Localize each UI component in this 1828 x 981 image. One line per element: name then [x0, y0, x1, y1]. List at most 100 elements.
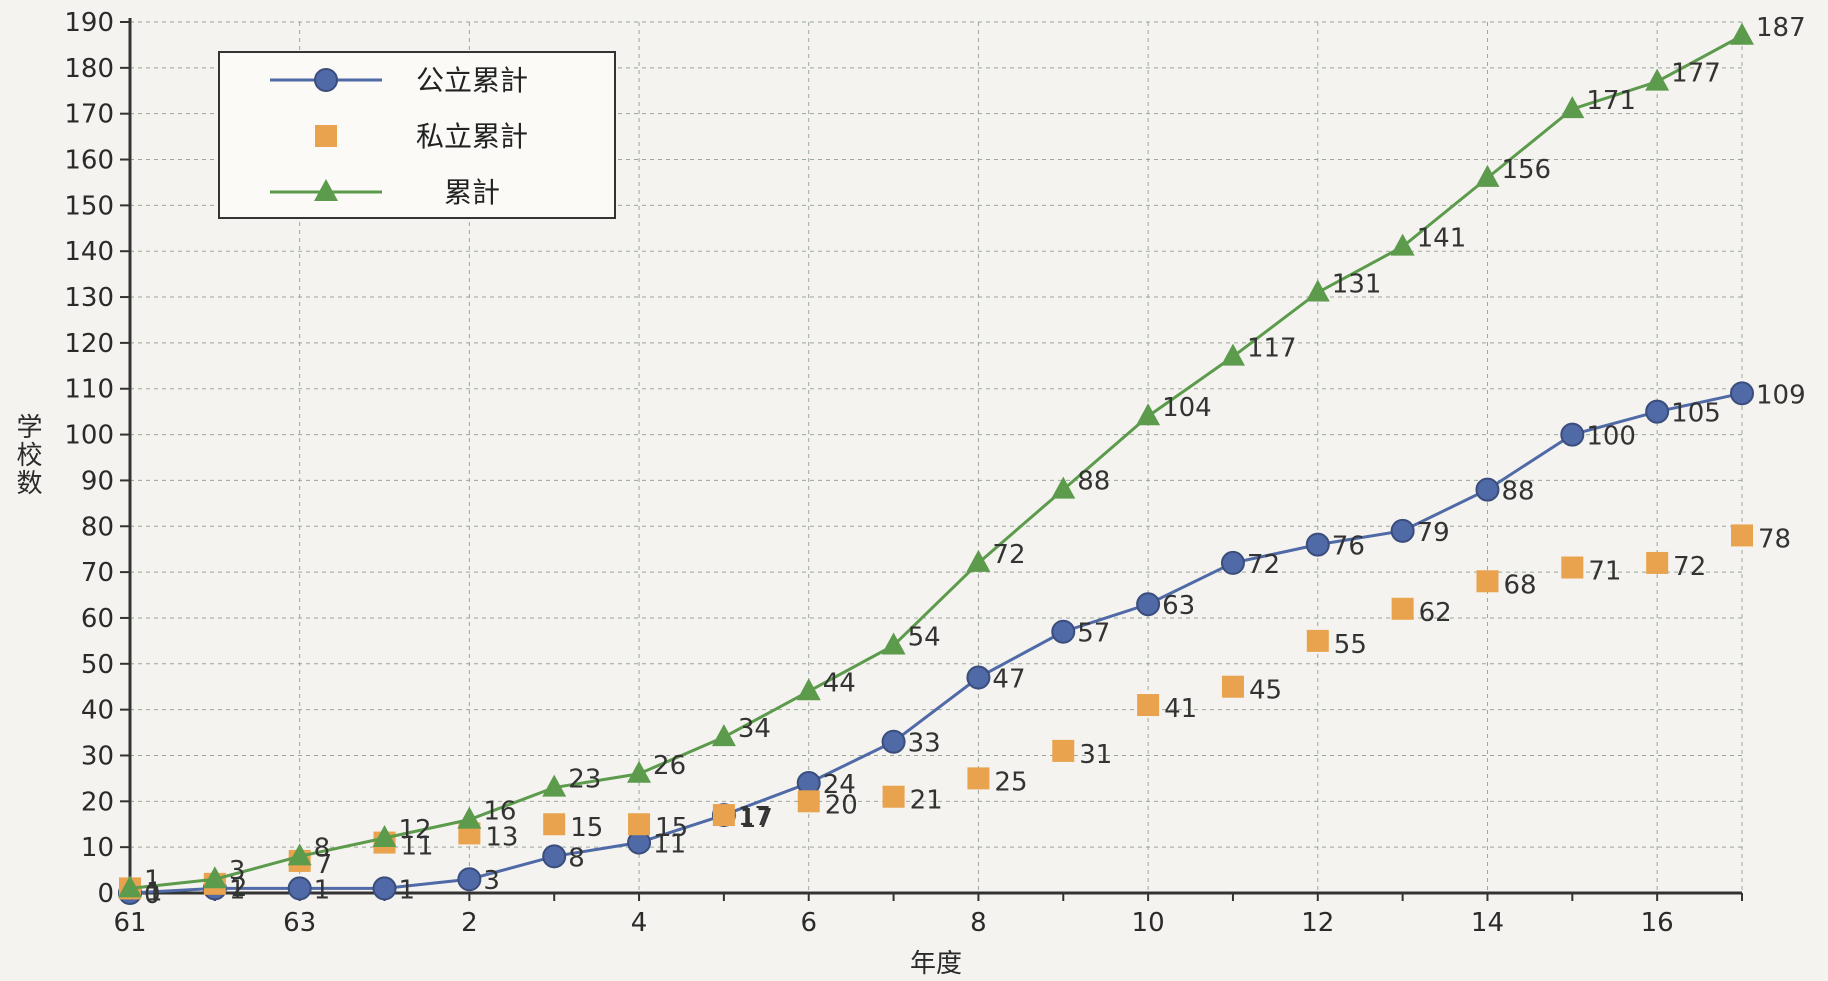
public-cumulative-point — [372, 876, 397, 901]
total-cumulative-data-label: 26 — [653, 751, 686, 781]
total-cumulative-data-label: 104 — [1162, 393, 1212, 423]
x-tick-label: 4 — [631, 908, 648, 938]
private-cumulative-data-label: 31 — [1079, 740, 1112, 770]
total-cumulative-data-label: 3 — [229, 856, 246, 886]
total-cumulative-point — [1560, 96, 1585, 119]
private-cumulative-data-label: 11 — [401, 832, 434, 862]
y-tick-label: 150 — [64, 191, 114, 221]
y-tick-label: 80 — [81, 512, 114, 542]
private-cumulative-point — [1052, 739, 1075, 762]
y-tick-label: 40 — [81, 696, 114, 726]
public-cumulative-point — [1475, 477, 1500, 502]
public-cumulative-point — [1730, 381, 1754, 406]
total-cumulative-point — [627, 760, 652, 783]
public-cumulative-data-label: 47 — [992, 665, 1025, 695]
total-cumulative-point — [1305, 279, 1330, 302]
public-cumulative-data-label: 79 — [1417, 518, 1450, 548]
total-cumulative-data-label: 8 — [314, 833, 331, 863]
total-cumulative-point — [118, 875, 142, 898]
y-tick-label: 190 — [64, 8, 114, 38]
legend-label: 私立累計 — [416, 120, 528, 153]
private-cumulative-point — [882, 785, 905, 808]
total-cumulative-point — [1475, 164, 1500, 187]
private-cumulative-data-label: 15 — [655, 813, 688, 843]
public-cumulative-point — [1390, 518, 1415, 543]
public-cumulative-data-label: 1 — [314, 875, 331, 905]
private-cumulative-point — [1391, 597, 1414, 620]
private-cumulative-data-label: 41 — [1164, 694, 1197, 724]
y-tick-label: 130 — [64, 283, 114, 313]
y-tick-label: 170 — [64, 100, 114, 130]
total-cumulative-data-label: 177 — [1671, 59, 1721, 89]
public-cumulative-point — [287, 876, 312, 901]
y-tick-label: 180 — [64, 54, 114, 84]
total-cumulative-data-label: 54 — [908, 622, 941, 652]
total-cumulative-point — [457, 806, 482, 829]
axes: 0102030405060708090100110120130140150160… — [64, 8, 1743, 938]
legend-item-total-cumulative: 累計 — [270, 176, 500, 209]
public-cumulative-data-label: 3 — [483, 866, 500, 896]
public-cumulative-point — [457, 867, 482, 892]
public-cumulative-data-label: 100 — [1586, 422, 1636, 452]
private-cumulative-point — [967, 767, 990, 790]
total-cumulative-point — [966, 549, 991, 572]
y-tick-label: 30 — [81, 741, 114, 771]
private-cumulative-data-label: 13 — [485, 822, 518, 852]
private-cumulative-data-label: 78 — [1758, 524, 1791, 554]
total-cumulative-point — [372, 824, 397, 847]
total-cumulative-data-label: 44 — [823, 668, 856, 698]
total-cumulative-data-label: 12 — [399, 815, 432, 845]
public-cumulative-data-label: 1 — [399, 875, 416, 905]
private-cumulative-point — [543, 813, 566, 836]
y-tick-label: 50 — [81, 650, 114, 680]
public-cumulative-data-label: 72 — [1247, 550, 1280, 580]
x-tick-label: 63 — [283, 908, 316, 938]
public-cumulative-data-label: 33 — [908, 729, 941, 759]
total-cumulative-point — [202, 866, 227, 889]
y-tick-label: 0 — [97, 879, 114, 909]
y-tick-label: 90 — [81, 466, 114, 496]
public-cumulative-data-label: 57 — [1077, 619, 1110, 649]
private-cumulative-data-label: 15 — [570, 813, 603, 843]
legend-item-public-cumulative: 公立累計 — [270, 64, 528, 97]
y-tick-label: 110 — [64, 375, 114, 405]
x-tick-label: 8 — [970, 908, 987, 938]
total-cumulative-point — [287, 843, 312, 866]
private-cumulative-data-label: 45 — [1249, 676, 1282, 706]
total-cumulative-data-label: 72 — [992, 540, 1025, 570]
private-cumulative-point — [1306, 629, 1329, 652]
total-cumulative-data-label: 187 — [1756, 13, 1806, 43]
public-cumulative-point — [1645, 399, 1670, 424]
legend-label: 公立累計 — [416, 64, 528, 97]
private-cumulative-data-label: 72 — [1673, 552, 1706, 582]
public-cumulative-data-label: 1 — [229, 875, 246, 905]
y-tick-label: 20 — [81, 787, 114, 817]
total-cumulative-data-label: 141 — [1417, 224, 1467, 254]
private-cumulative-data-label: 25 — [994, 767, 1027, 797]
total-cumulative-point — [1645, 68, 1670, 91]
x-tick-label: 16 — [1641, 908, 1674, 938]
x-tick-label: 6 — [800, 908, 817, 938]
y-tick-label: 70 — [81, 558, 114, 588]
private-cumulative-data-label: 1 — [146, 877, 163, 907]
public-cumulative-point — [966, 665, 991, 690]
legend-item-private-cumulative: 私立累計 — [315, 120, 528, 153]
y-tick-label: 60 — [81, 604, 114, 634]
y-tick-label: 140 — [64, 237, 114, 267]
x-tick-label: 12 — [1301, 908, 1334, 938]
public-cumulative-data-label: 8 — [568, 843, 585, 873]
private-cumulative-point — [1561, 556, 1584, 579]
public-cumulative-point — [881, 729, 906, 754]
private-cumulative-point — [1476, 570, 1499, 593]
total-cumulative-line — [129, 34, 1743, 890]
public-cumulative-point — [542, 844, 567, 869]
private-cumulative-data-label: 7 — [316, 850, 333, 880]
public-cumulative-point — [1560, 422, 1585, 447]
public-cumulative-data-label: 88 — [1501, 477, 1534, 507]
y-tick-label: 100 — [64, 421, 114, 451]
y-axis-title: 学校数 — [12, 413, 42, 497]
private-cumulative-point — [1221, 675, 1244, 698]
